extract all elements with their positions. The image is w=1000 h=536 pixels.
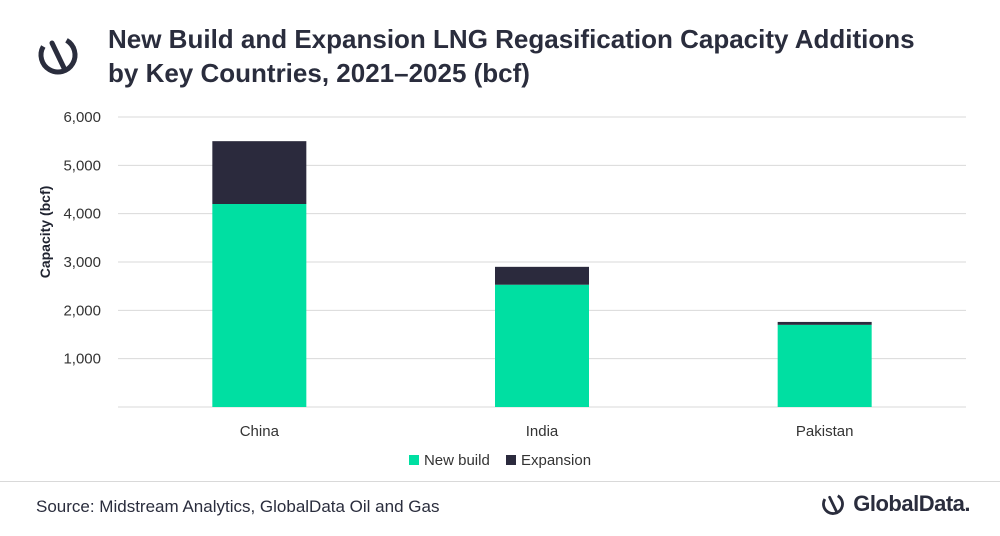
legend-item-expansion: Expansion	[505, 452, 592, 469]
y-tick-label: 2,000	[63, 302, 101, 319]
brand-logo: GlobalData.	[819, 490, 970, 518]
legend-label-new-build: New build	[423, 452, 490, 469]
brand-name: GlobalData.	[853, 491, 970, 516]
chart-legend: New build Expansion	[0, 452, 1000, 469]
x-tick-label: India	[526, 423, 559, 440]
x-tick-label: China	[240, 423, 280, 440]
footer-divider	[0, 481, 1000, 482]
legend-swatch-new-build	[408, 455, 419, 465]
bar-expansion-pakistan	[777, 321, 872, 325]
bar-new-build-pakistan	[777, 324, 872, 407]
y-tick-label: 5,000	[63, 157, 101, 174]
chart-title: New Build and Expansion LNG Regasificati…	[108, 22, 978, 90]
y-tick-label: 6,000	[63, 109, 101, 126]
bar-expansion-india	[495, 266, 589, 285]
y-tick-label: 4,000	[63, 206, 101, 223]
source-note: Source: Midstream Analytics, GlobalData …	[36, 497, 440, 516]
bar-new-build-china	[212, 204, 307, 407]
y-axis-title: Capacity (bcf)	[37, 186, 53, 279]
chart-title-line-2: by Key Countries, 2021–2025 (bcf)	[108, 58, 530, 88]
bar-new-build-india	[495, 284, 589, 407]
y-tick-label: 3,000	[63, 254, 101, 271]
x-tick-label: Pakistan	[796, 423, 854, 440]
legend-item-new-build: New build	[408, 452, 490, 469]
legend-swatch-expansion	[505, 455, 516, 465]
chart-title-line-1: New Build and Expansion LNG Regasificati…	[108, 24, 915, 54]
bar-expansion-china	[212, 141, 307, 204]
globaldata-small-icon	[822, 493, 845, 515]
y-tick-label: 1,000	[63, 351, 101, 368]
bar-chart: 1,000 2,000 3,000 4,000 5,000 6,000 Capacity (…	[37, 109, 966, 440]
legend-label-expansion: Expansion	[520, 452, 592, 469]
globaldata-logo-icon	[38, 35, 78, 75]
